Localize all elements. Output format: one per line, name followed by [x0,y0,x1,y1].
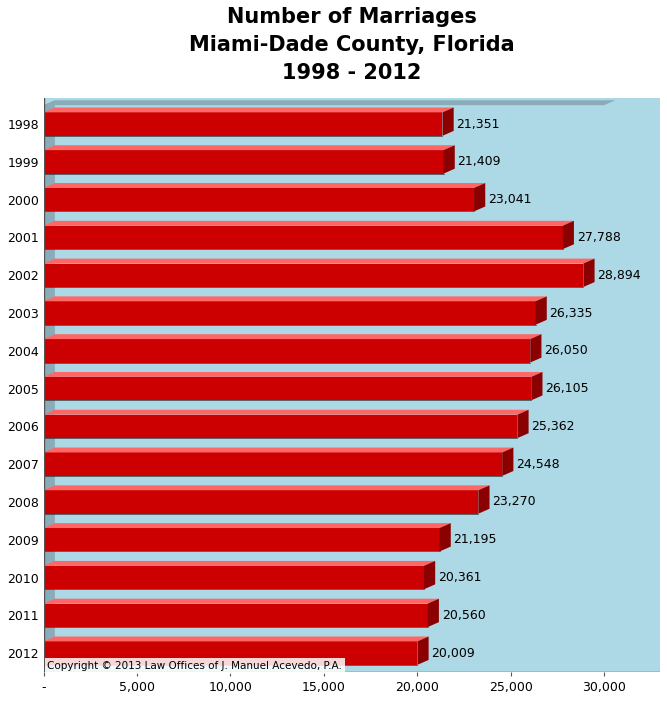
Polygon shape [43,297,547,301]
Bar [43,301,536,325]
Text: 26,335: 26,335 [550,306,593,320]
Polygon shape [43,372,542,377]
Polygon shape [43,447,514,452]
Polygon shape [43,561,435,566]
Polygon shape [532,372,542,400]
Polygon shape [440,523,451,552]
Polygon shape [43,485,490,490]
Text: 28,894: 28,894 [598,268,641,282]
Text: 21,409: 21,409 [458,156,501,168]
Polygon shape [43,221,574,226]
Polygon shape [442,107,454,136]
Text: 26,105: 26,105 [546,382,589,395]
Text: 23,270: 23,270 [492,496,536,508]
Bar [43,377,532,400]
Polygon shape [43,100,615,105]
Bar [43,150,444,174]
Text: 27,788: 27,788 [577,231,620,244]
Polygon shape [43,145,455,150]
Text: 20,361: 20,361 [438,571,482,584]
Bar [43,339,530,362]
Text: 21,195: 21,195 [454,533,497,546]
Polygon shape [424,561,435,590]
Bar [43,264,584,287]
Text: 23,041: 23,041 [488,193,532,206]
Polygon shape [530,334,542,362]
Polygon shape [502,447,514,476]
Polygon shape [478,485,490,514]
Bar [43,415,518,438]
Bar [43,226,563,249]
Polygon shape [563,221,574,249]
Bar [43,188,474,212]
Text: 25,362: 25,362 [532,420,575,433]
Text: Copyright © 2013 Law Offices of J. Manuel Acevedo, P.A.: Copyright © 2013 Law Offices of J. Manue… [47,661,342,672]
Polygon shape [43,637,429,641]
Bar [43,604,428,627]
Polygon shape [43,100,55,672]
Polygon shape [444,145,455,174]
Text: 21,351: 21,351 [456,118,500,130]
Bar [43,112,442,136]
Text: 20,009: 20,009 [432,646,475,660]
Polygon shape [43,107,454,112]
Polygon shape [43,259,594,264]
Polygon shape [428,599,439,627]
Title: Number of Marriages
Miami-Dade County, Florida
1998 - 2012: Number of Marriages Miami-Dade County, F… [189,7,515,83]
Polygon shape [518,410,529,438]
Polygon shape [43,599,439,604]
Text: 26,050: 26,050 [544,344,588,358]
Bar [43,641,418,665]
Bar [43,490,478,514]
Bar [43,452,502,476]
Polygon shape [43,334,542,339]
Polygon shape [536,297,547,325]
Polygon shape [418,637,429,665]
Text: 24,548: 24,548 [516,458,560,470]
Polygon shape [43,410,529,415]
Polygon shape [584,259,594,287]
Polygon shape [43,183,486,188]
Bar [43,566,424,590]
Polygon shape [474,183,486,212]
Polygon shape [43,523,451,528]
Bar [43,528,440,552]
Text: 20,560: 20,560 [442,609,486,622]
